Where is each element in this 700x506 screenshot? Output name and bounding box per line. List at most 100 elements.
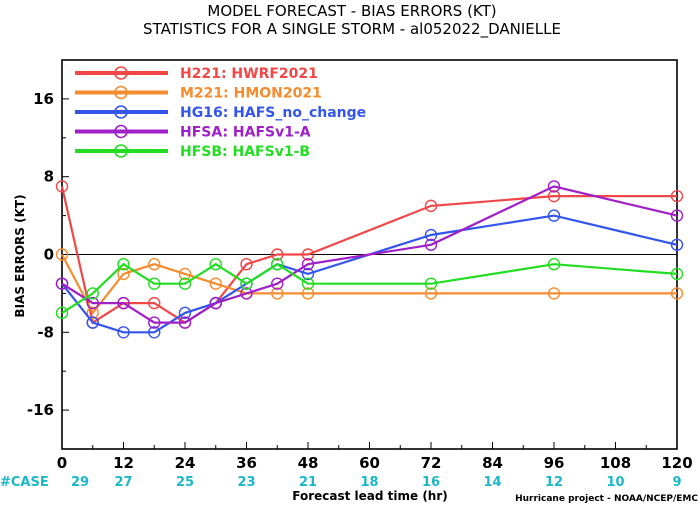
x-axis-label: Forecast lead time (hr) bbox=[292, 489, 448, 503]
series-point bbox=[178, 277, 192, 290]
case-count: 10 bbox=[606, 475, 624, 490]
series-line bbox=[61, 214, 678, 334]
series-point bbox=[55, 306, 69, 320]
case-count: 25 bbox=[176, 475, 194, 490]
series-point bbox=[547, 189, 561, 203]
case-count: 18 bbox=[360, 475, 378, 490]
series-point bbox=[670, 189, 684, 203]
series-point bbox=[271, 258, 284, 271]
legend-label: HFSA: HAFSv1-A bbox=[180, 125, 311, 141]
series-point bbox=[148, 277, 161, 290]
series-point bbox=[209, 258, 222, 271]
x-tick-label: 12 bbox=[113, 454, 134, 472]
series-point bbox=[547, 180, 561, 193]
series-point bbox=[86, 287, 99, 300]
series-point bbox=[670, 267, 684, 281]
y-axis-label: BIAS ERRORS (KT) bbox=[13, 194, 27, 317]
legend-marker bbox=[114, 66, 128, 80]
x-tick-label: 96 bbox=[544, 454, 565, 472]
series-point bbox=[178, 316, 192, 329]
y-tick-label: 0 bbox=[44, 246, 54, 264]
x-tick-label: 120 bbox=[661, 454, 692, 472]
legend-marker bbox=[114, 124, 128, 139]
y-tick-label: -16 bbox=[27, 401, 54, 419]
series-point bbox=[148, 258, 161, 271]
credit-text: Hurricane project - NOAA/NCEP/EMC bbox=[515, 494, 698, 504]
series-point bbox=[178, 267, 192, 281]
x-tick-label: 36 bbox=[236, 454, 257, 472]
legend-marker bbox=[114, 144, 128, 158]
case-count: 9 bbox=[672, 475, 681, 490]
legend-label: HG16: HAFS_no_change bbox=[180, 105, 366, 121]
series-point bbox=[670, 287, 684, 300]
case-count: 16 bbox=[422, 475, 440, 490]
series-point bbox=[271, 277, 284, 290]
series-point bbox=[670, 238, 684, 251]
case-count: 23 bbox=[237, 475, 255, 490]
series-point bbox=[301, 248, 315, 261]
series-point bbox=[117, 258, 130, 271]
series-point bbox=[117, 267, 130, 281]
series-layer bbox=[55, 180, 684, 339]
x-tick-label: 24 bbox=[175, 454, 196, 472]
series-point bbox=[209, 296, 222, 310]
series-line bbox=[61, 253, 677, 315]
legend-marker bbox=[114, 105, 128, 119]
x-tick-label: 72 bbox=[421, 454, 442, 472]
case-count: 21 bbox=[299, 475, 317, 490]
series-point bbox=[424, 277, 438, 290]
x-tick-label: 108 bbox=[600, 454, 631, 472]
series-point bbox=[424, 238, 438, 251]
series-point bbox=[301, 267, 315, 281]
series-line bbox=[61, 262, 678, 314]
chart-title: MODEL FORECAST - BIAS ERRORS (KT) bbox=[207, 2, 496, 20]
x-axis-ticks: 0 12 24 36 48 60 72 84 96 108 120 bbox=[57, 442, 693, 472]
series-point bbox=[240, 258, 253, 271]
legend-marker bbox=[114, 85, 128, 100]
y-axis-ticks: 16 8 0 -8 -16 bbox=[27, 90, 69, 419]
series-point bbox=[240, 287, 253, 300]
series-point bbox=[148, 316, 161, 329]
y-tick-label: 8 bbox=[44, 168, 54, 186]
series-point bbox=[148, 326, 161, 339]
series-point bbox=[86, 306, 99, 320]
series-point bbox=[178, 306, 192, 320]
case-count: 27 bbox=[114, 475, 132, 490]
series-point bbox=[301, 277, 315, 290]
legend-label: HFSB: HAFSv1-B bbox=[180, 144, 310, 160]
y-tick-label: -8 bbox=[37, 323, 54, 341]
x-tick-label: 48 bbox=[298, 454, 319, 472]
series-point bbox=[424, 199, 438, 213]
case-count: 14 bbox=[483, 475, 501, 490]
series-point bbox=[55, 248, 69, 261]
series-point bbox=[424, 228, 438, 242]
case-count: 12 bbox=[545, 475, 563, 490]
series-point bbox=[301, 258, 315, 271]
series-point bbox=[271, 248, 284, 261]
case-label: #CASE bbox=[0, 475, 49, 490]
series-point bbox=[86, 296, 99, 310]
x-tick-label: 60 bbox=[359, 454, 380, 472]
legend: H221: HWRF2021 M221: HMON2021 HG16: HAFS_n… bbox=[75, 66, 366, 160]
series-point bbox=[301, 287, 315, 300]
series-point bbox=[148, 296, 161, 310]
series-point bbox=[117, 326, 130, 339]
case-count: 29 bbox=[71, 475, 89, 490]
legend-label: H221: HWRF2021 bbox=[180, 66, 318, 82]
series-point bbox=[424, 287, 438, 300]
series-point bbox=[670, 209, 684, 222]
series-point bbox=[271, 287, 284, 300]
series-point bbox=[55, 277, 69, 290]
series-point bbox=[86, 316, 99, 329]
series-point bbox=[547, 287, 561, 300]
series-point bbox=[547, 209, 561, 222]
series-point bbox=[209, 277, 222, 290]
series-point bbox=[547, 258, 561, 271]
x-tick-label: 84 bbox=[482, 454, 503, 472]
y-tick-label: 16 bbox=[33, 90, 54, 108]
chart-subtitle: STATISTICS FOR A SINGLE STORM - al052022… bbox=[143, 20, 561, 39]
series-point bbox=[240, 277, 253, 290]
series-point bbox=[117, 296, 130, 310]
x-tick-label: 0 bbox=[57, 454, 67, 472]
